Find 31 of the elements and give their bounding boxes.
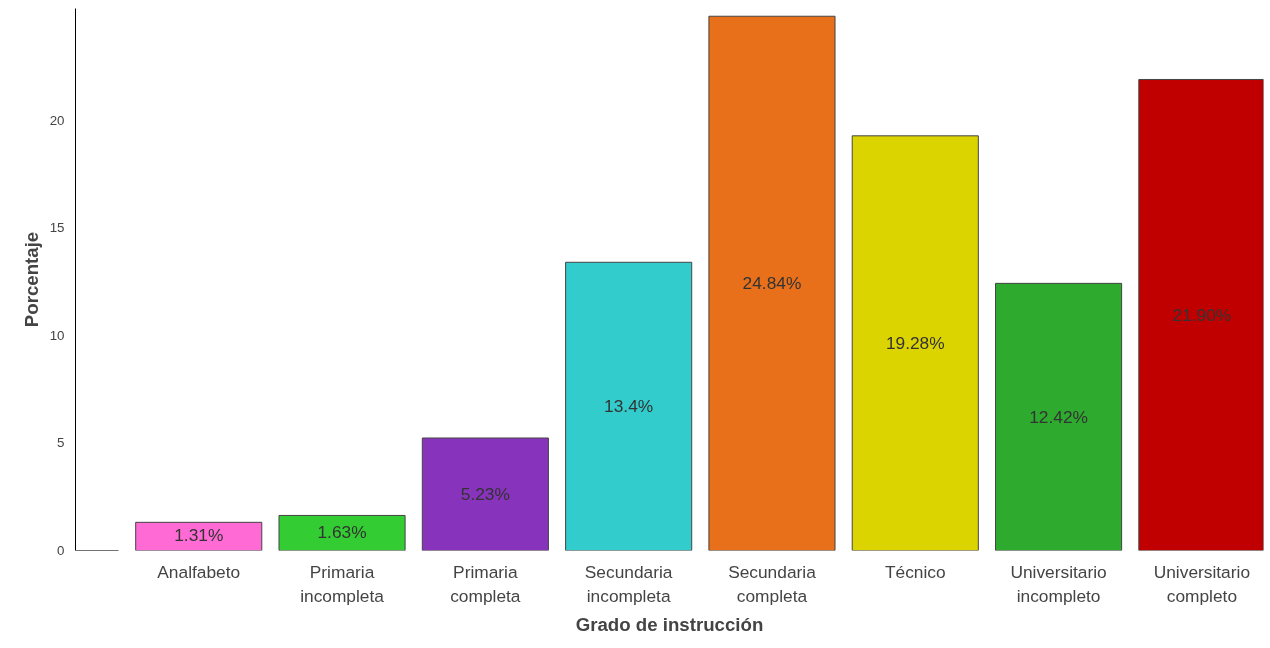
data-label: 5.23% <box>460 484 510 505</box>
bar <box>1138 78 1264 551</box>
x-tick-label: Primaria completa <box>450 561 521 606</box>
bar <box>135 521 263 551</box>
x-tick-label: Analfabeto <box>157 561 241 582</box>
x-axis-title: Grado de instrucción <box>575 613 764 635</box>
bar <box>278 514 406 551</box>
data-label: 12.42% <box>1029 406 1088 427</box>
data-label: 1.63% <box>317 521 367 542</box>
x-tick-label: Universitario incompleto <box>1010 561 1107 606</box>
x-tick-label: Universitario completo <box>1153 561 1251 606</box>
y-tick-label: 0 <box>57 543 65 558</box>
x-tick-label: Secundaria completa <box>728 561 817 606</box>
data-label: 24.84% <box>742 273 802 294</box>
x-tick-label: Técnico <box>884 561 946 582</box>
y-axis-title: Porcentaje <box>20 231 42 328</box>
data-label: 1.31% <box>174 525 224 546</box>
x-tick-label: Secundaria incompleta <box>584 561 673 606</box>
bar <box>995 282 1123 551</box>
y-tick-label: 10 <box>49 327 65 343</box>
data-label: 21.90% <box>1172 304 1232 325</box>
y-tick-label: 15 <box>49 220 65 236</box>
x-tick-label: Primaria incompleta <box>300 561 385 606</box>
y-tick-label: 5 <box>57 435 65 451</box>
bar <box>851 135 979 551</box>
bar <box>421 437 549 551</box>
data-label: 19.28% <box>885 333 945 354</box>
y-tick-label: 20 <box>49 112 65 128</box>
bar <box>565 261 693 551</box>
bar <box>708 15 836 551</box>
data-label: 13.4% <box>604 396 654 417</box>
